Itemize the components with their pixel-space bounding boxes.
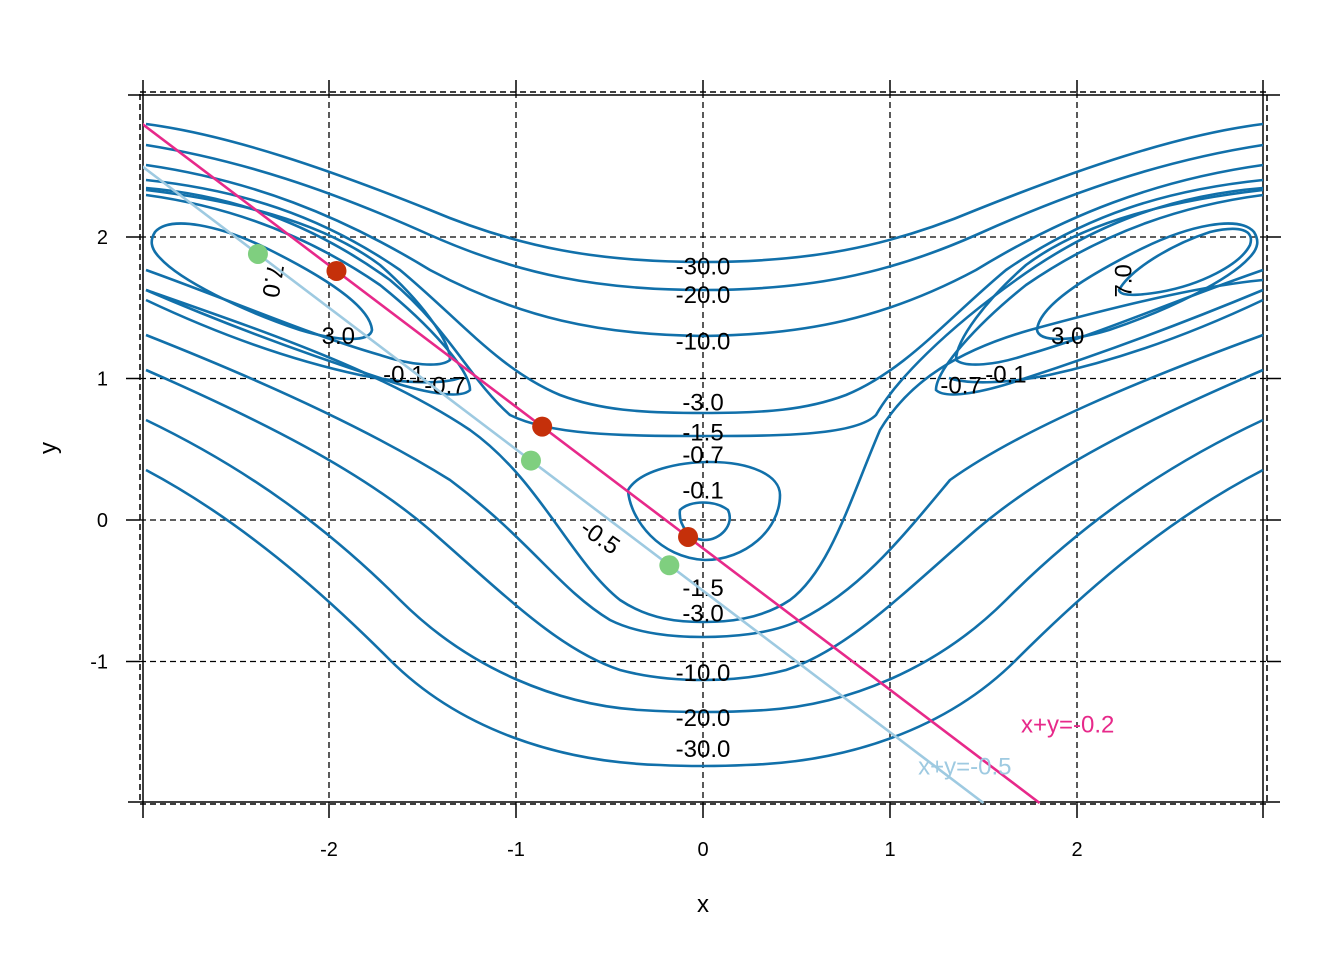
contour-curve — [934, 193, 1264, 396]
constraint-line — [143, 122, 1041, 804]
contour-curve — [145, 418, 1264, 714]
stationary-point — [520, 450, 541, 471]
contour-label: 7.0 — [1111, 264, 1138, 297]
stationary-point — [659, 555, 680, 576]
contour-label: 3.0 — [322, 323, 355, 350]
contour-curve — [145, 333, 1264, 639]
contour-label: -3.0 — [682, 600, 723, 627]
stationary-point — [678, 526, 699, 547]
x-tick-label: 0 — [697, 839, 708, 861]
stationary-point — [532, 416, 553, 437]
contour-label: -20.0 — [676, 282, 731, 309]
contour-curve — [145, 278, 1264, 624]
contour-label: 7.0 — [256, 262, 288, 300]
y-tick-label: -1 — [90, 652, 108, 674]
contour-curve — [626, 460, 782, 562]
contour-curve — [145, 298, 461, 384]
contour-label: -0.7 — [682, 442, 723, 469]
points-layer — [247, 243, 699, 576]
series-layer — [143, 122, 1041, 804]
constraint-line — [143, 165, 985, 804]
y-tick-label: 1 — [97, 369, 108, 391]
x-tick-label: -1 — [507, 839, 525, 861]
contour-lines — [145, 122, 1264, 768]
line-labels: x+y=-0.2 x+y=-0.5 — [918, 711, 1114, 780]
contour-curve — [145, 186, 1264, 438]
contour-curve — [1035, 222, 1259, 341]
axes: -2 -1 0 1 2 -1 0 1 2 — [90, 80, 1281, 861]
stationary-point — [326, 260, 347, 281]
contour-label: 3.0 — [1051, 323, 1084, 350]
x-tick-label: 2 — [1071, 839, 1082, 861]
contour-label: -10.0 — [676, 329, 731, 356]
contour-label: -20.0 — [676, 705, 731, 732]
contour-curve — [948, 298, 1264, 384]
constraint-line-label: x+y=-0.2 — [1021, 711, 1114, 738]
contour-curve — [145, 163, 1264, 338]
contour-label: -0.7 — [940, 373, 981, 400]
contour-curve — [1117, 227, 1253, 297]
y-tick-label: 0 — [97, 510, 108, 532]
contour-curve — [145, 143, 1264, 292]
y-axis-label: y — [35, 442, 62, 454]
stationary-point — [247, 243, 268, 264]
contour-label: -0.1 — [985, 361, 1026, 388]
contour-curve — [145, 178, 1264, 415]
contour-curve — [145, 122, 1264, 264]
constraint-line-label: x+y=-0.5 — [918, 754, 1011, 781]
contour-curve — [145, 368, 1264, 682]
contour-label: -30.0 — [676, 254, 731, 281]
contour-curve — [954, 188, 1264, 366]
contour-label: -3.0 — [682, 390, 723, 417]
contour-curve — [145, 468, 1264, 768]
contour-curve — [150, 222, 374, 341]
contour-labels: -30.0-20.0-10.0-3.0-1.5-0.7-0.1-0.5-1.5-… — [256, 254, 1138, 764]
contour-label: -1.5 — [682, 419, 723, 446]
contour-label: -30.0 — [676, 736, 731, 763]
contour-label: -10.0 — [676, 660, 731, 687]
contour-label: -0.1 — [682, 477, 723, 504]
contour-label: -0.5 — [575, 514, 624, 560]
x-tick-label: -2 — [320, 839, 338, 861]
x-tick-label: 1 — [884, 839, 895, 861]
y-tick-label: 2 — [97, 227, 108, 249]
x-axis-label: x — [697, 891, 709, 918]
